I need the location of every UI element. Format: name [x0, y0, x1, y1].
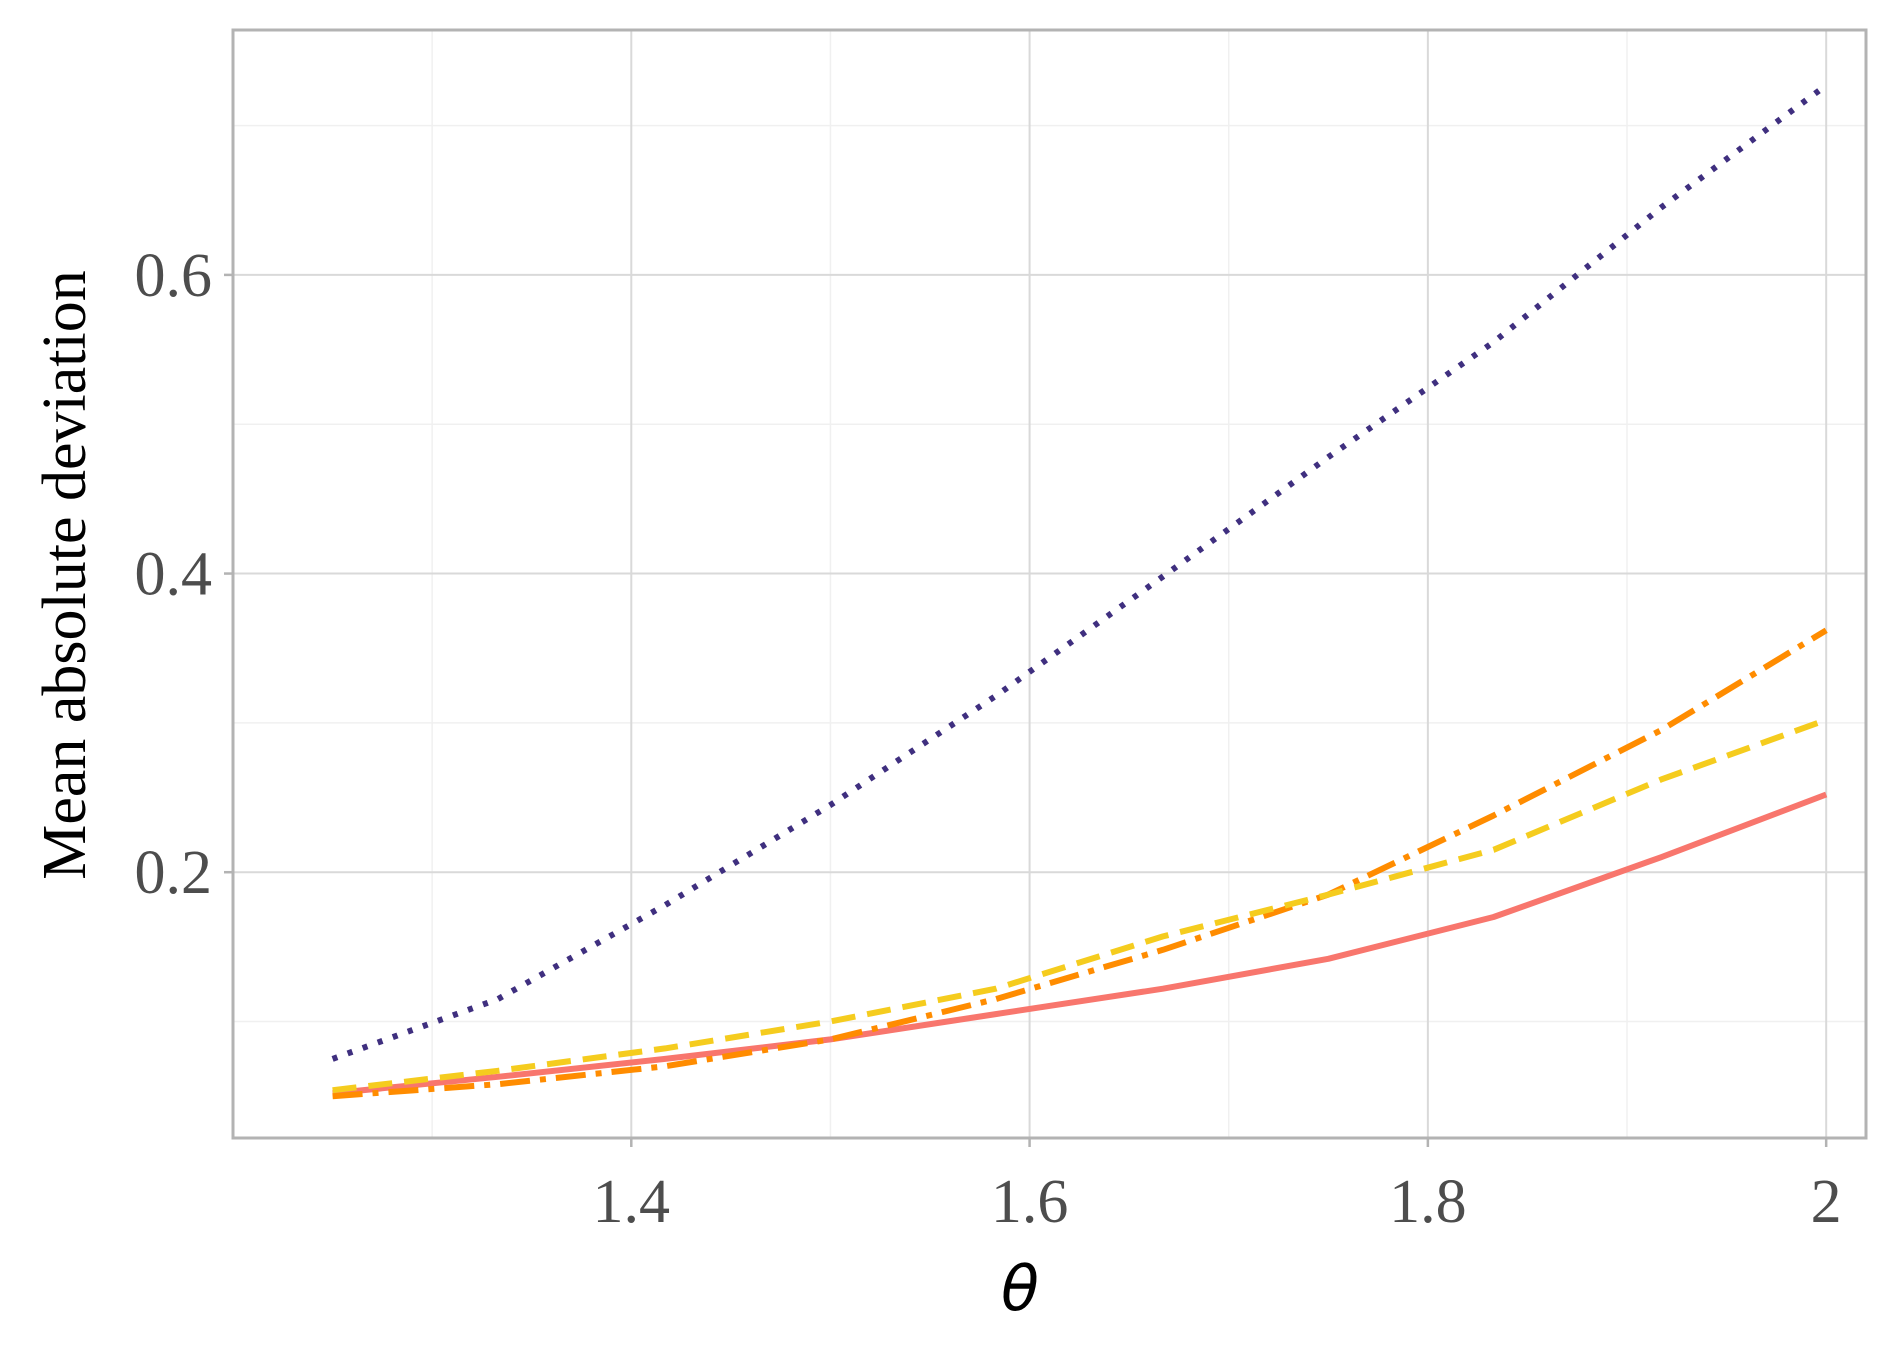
- y-tick-labels: 0.2 0.4 0.6: [135, 242, 213, 907]
- axis-ticks: [224, 273, 1828, 1147]
- y-tick-label: 0.6: [135, 242, 213, 310]
- major-gridlines: [233, 30, 1866, 1138]
- plot-panel-border: [231, 28, 1868, 1140]
- x-tick-label: 1.6: [991, 1168, 1069, 1236]
- y-tick-label: 0.2: [135, 839, 213, 907]
- series-line-dashdot: [332, 627, 1828, 1100]
- series-lines: [331, 82, 1828, 1100]
- minor-gridlines: [233, 30, 1866, 1138]
- x-tick-label: 1.4: [593, 1168, 671, 1236]
- x-tick-label: 1.8: [1389, 1168, 1467, 1236]
- x-tick-label: 2: [1811, 1168, 1842, 1236]
- y-tick-label: 0.4: [135, 541, 213, 609]
- y-axis-title: Mean absolute deviation: [31, 270, 99, 880]
- x-tick-labels: 1.4 1.6 1.8 2: [593, 1168, 1842, 1236]
- series-line-solid: [332, 791, 1828, 1097]
- series-line-dashed: [332, 717, 1828, 1094]
- x-axis-title: θ: [1001, 1252, 1039, 1325]
- series-line-dotted: [331, 82, 1828, 1062]
